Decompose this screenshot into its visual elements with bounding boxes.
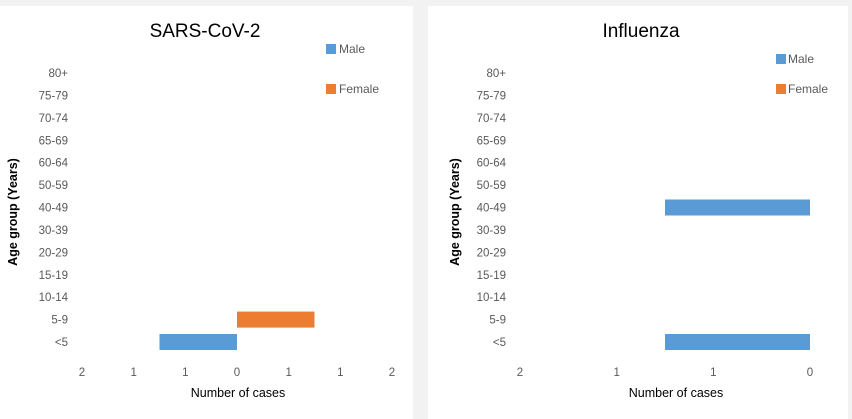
y-tick-40-49: 40-49: [39, 203, 68, 215]
bar-male-under-5: [665, 334, 810, 350]
y-tick-20-29: 20-29: [39, 247, 68, 259]
y-axis-label: Age group (Years): [6, 158, 20, 266]
y-tick-50-59: 50-59: [477, 180, 506, 192]
y-tick-15-19: 15-19: [39, 270, 68, 282]
influenza-chart-panel: Influenza <5 5-9 10-14 15-19 20-29 30-39 40-49 5…: [428, 6, 848, 419]
y-tick-30-39: 30-39: [477, 225, 506, 237]
x-axis-label: Number of cases: [191, 386, 285, 400]
x-tick-label: 0: [807, 367, 813, 379]
x-axis-label: Number of cases: [629, 386, 723, 400]
legend-label-male: Male: [788, 52, 814, 66]
x-tick-label: 2: [79, 367, 85, 379]
y-tick-65-69: 65-69: [477, 135, 506, 147]
y-tick-75-79: 75-79: [39, 90, 68, 102]
x-tick-label: 2: [389, 367, 395, 379]
legend-swatch-female: [326, 84, 336, 94]
y-tick-70-74: 70-74: [39, 113, 69, 125]
bar-male-under-5: [159, 334, 237, 350]
y-tick-10-14: 10-14: [39, 292, 69, 304]
y-tick-80-plus: 80+: [48, 68, 68, 80]
y-tick-20-29: 20-29: [477, 247, 506, 259]
sars-cov-2-chart: SARS-CoV-2 <5 5-9 10-14 15-19 20-29 30-39 40-49…: [6, 21, 395, 400]
x-tick-label: 1: [285, 367, 291, 379]
chart-title: Influenza: [602, 21, 680, 42]
legend-swatch-male: [776, 54, 786, 64]
x-tick-label: 1: [710, 367, 716, 379]
y-tick-10-14: 10-14: [477, 292, 507, 304]
legend-swatch-male: [326, 44, 336, 54]
y-tick-40-49: 40-49: [477, 203, 506, 215]
y-tick-5-9: 5-9: [51, 315, 68, 327]
bar-male-40-49: [665, 199, 810, 216]
legend-label-female: Female: [339, 82, 379, 96]
y-tick-60-64: 60-64: [477, 158, 507, 170]
y-tick-50-59: 50-59: [39, 180, 68, 192]
y-tick-under-5: <5: [55, 337, 68, 349]
x-tick-label: 0: [234, 367, 240, 379]
sars-cov-2-chart-panel: SARS-CoV-2 <5 5-9 10-14 15-19 20-29 30-39 40-49…: [0, 6, 413, 419]
y-tick-5-9: 5-9: [489, 315, 506, 327]
x-tick-label: 1: [337, 367, 343, 379]
y-tick-75-79: 75-79: [477, 90, 506, 102]
bar-female-5-9: [237, 311, 315, 328]
y-tick-65-69: 65-69: [39, 135, 68, 147]
x-tick-label: 2: [517, 367, 523, 379]
influenza-chart: Influenza <5 5-9 10-14 15-19 20-29 30-39 40-49 5…: [448, 21, 828, 400]
legend-label-male: Male: [339, 42, 365, 56]
y-tick-15-19: 15-19: [477, 270, 506, 282]
y-tick-70-74: 70-74: [477, 113, 507, 125]
legend-label-female: Female: [788, 82, 828, 96]
chart-title: SARS-CoV-2: [150, 21, 261, 42]
y-tick-60-64: 60-64: [39, 158, 69, 170]
y-tick-80-plus: 80+: [486, 68, 506, 80]
x-tick-label: 1: [182, 367, 188, 379]
y-tick-under-5: <5: [493, 337, 506, 349]
y-tick-30-39: 30-39: [39, 225, 68, 237]
x-tick-label: 1: [613, 367, 619, 379]
x-tick-label: 1: [130, 367, 136, 379]
y-axis-label: Age group (Years): [448, 158, 462, 266]
legend-swatch-female: [776, 84, 786, 94]
